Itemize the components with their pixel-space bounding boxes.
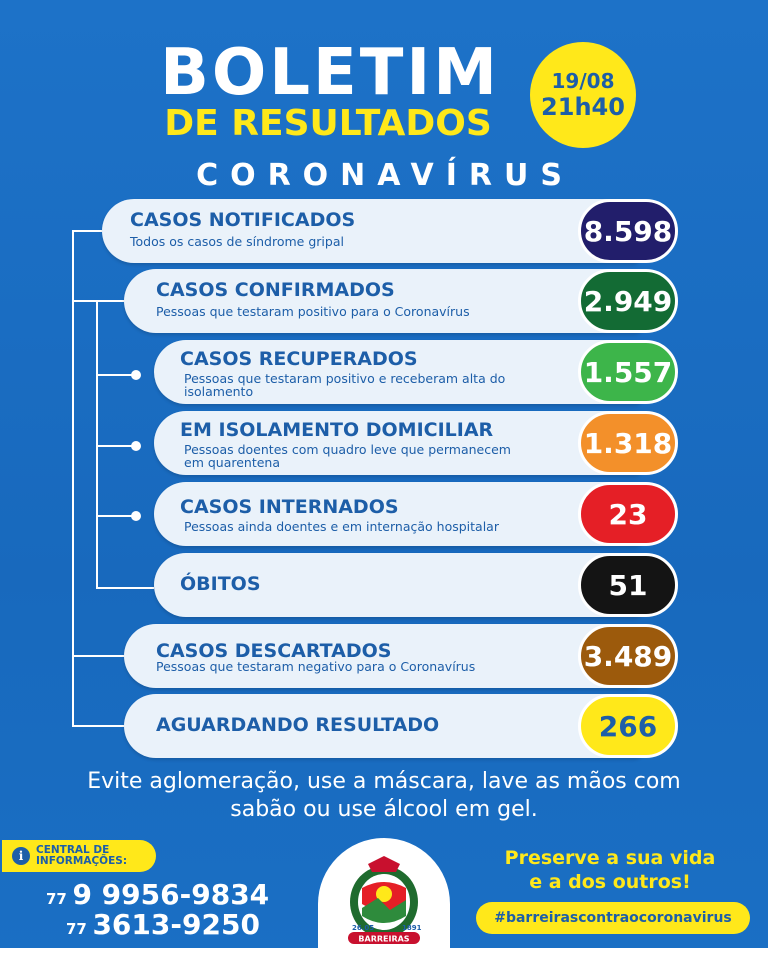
- row-description: isolamento: [184, 384, 254, 399]
- phone-number-mobile[interactable]: 77 9 9956-9834: [46, 878, 269, 911]
- row-isolamento-domiciliar: EM ISOLAMENTO DOMICILIAR Pessoas doentes…: [154, 411, 644, 475]
- row-label: CASOS RECUPERADOS: [180, 348, 418, 370]
- emblem-container: BARREIRAS 26.05 1891: [318, 838, 450, 960]
- row-description: Pessoas que testaram negativo para o Cor…: [156, 659, 476, 674]
- row-description: em quarentena: [184, 455, 281, 470]
- tree-dot: [131, 511, 141, 521]
- slogan-line: e a dos outros!: [529, 871, 691, 893]
- row-label: EM ISOLAMENTO DOMICILIAR: [180, 419, 494, 441]
- campaign-hashtag[interactable]: #barreirascontraocoronavirus: [476, 902, 750, 934]
- bulletin-subtitle: DE RESULTADOS: [164, 103, 492, 144]
- info-line: CENTRAL DE: [36, 844, 110, 856]
- tree-line-branch: [72, 655, 124, 657]
- bulletin-subject: CORONAVÍRUS: [196, 158, 574, 193]
- emblem-date-right: 1891: [402, 924, 422, 932]
- preserve-slogan: Preserve a sua vida e a dos outros!: [470, 846, 750, 894]
- row-description: Pessoas ainda doentes e em internação ho…: [184, 519, 499, 534]
- tree-line-branch: [96, 374, 136, 376]
- row-casos-descartados: CASOS DESCARTADOS Pessoas que testaram n…: [124, 624, 644, 688]
- tree-line-branch: [72, 300, 124, 302]
- phone-digits: 9 9956-9834: [72, 878, 270, 911]
- phone-number-landline[interactable]: 77 3613-9250: [66, 908, 260, 941]
- tree-line-sub: [96, 300, 98, 588]
- info-center-label: CENTRAL DE INFORMAÇÕES:: [36, 845, 127, 867]
- bulletin-time: 21h40: [541, 93, 625, 121]
- row-label: CASOS NOTIFICADOS: [130, 209, 356, 231]
- row-label: CASOS INTERNADOS: [180, 496, 399, 518]
- tree-line-branch: [96, 515, 136, 517]
- row-description: Pessoas que testaram positivo e recebera…: [184, 371, 506, 386]
- bulletin-date: 19/08: [551, 69, 615, 93]
- info-icon: i: [12, 847, 30, 865]
- value-casos-notificados: 8.598: [578, 199, 678, 263]
- row-casos-notificados: CASOS NOTIFICADOS Todos os casos de sínd…: [102, 199, 642, 263]
- prevention-advice: Evite aglomeração, use a máscara, lave a…: [20, 768, 748, 824]
- row-label: ÓBITOS: [180, 573, 261, 595]
- advice-line: sabão ou use álcool em gel.: [230, 797, 538, 822]
- value-casos-internados: 23: [578, 482, 678, 546]
- phone-area-code: 77: [66, 920, 87, 938]
- phone-digits: 3613-9250: [92, 908, 260, 941]
- tree-dot: [131, 441, 141, 451]
- tree-line-branch: [72, 725, 124, 727]
- row-aguardando-resultado: AGUARDANDO RESULTADO: [124, 694, 644, 758]
- slogan-line: Preserve a sua vida: [504, 847, 716, 869]
- tree-line-branch: [96, 587, 154, 589]
- row-label: CASOS DESCARTADOS: [156, 640, 392, 662]
- value-isolamento-domiciliar: 1.318: [578, 411, 678, 475]
- value-obitos: 51: [578, 553, 678, 617]
- bulletin-title: BOLETIM: [160, 36, 500, 110]
- row-label: CASOS CONFIRMADOS: [156, 279, 395, 301]
- phone-area-code: 77: [46, 890, 67, 908]
- barreiras-coat-of-arms-icon: BARREIRAS 26.05 1891: [348, 856, 422, 944]
- row-label: AGUARDANDO RESULTADO: [156, 714, 440, 736]
- value-aguardando-resultado: 266: [578, 694, 678, 758]
- tree-line-branch: [72, 230, 102, 232]
- date-time-badge: 19/08 21h40: [530, 42, 636, 148]
- emblem-name: BARREIRAS: [358, 935, 409, 944]
- advice-line: Evite aglomeração, use a máscara, lave a…: [87, 769, 681, 794]
- value-casos-confirmados: 2.949: [578, 269, 678, 333]
- row-obitos: ÓBITOS: [154, 553, 644, 617]
- row-casos-confirmados: CASOS CONFIRMADOS Pessoas que testaram p…: [124, 269, 644, 333]
- value-casos-recuperados: 1.557: [578, 340, 678, 404]
- row-description: Pessoas que testaram positivo para o Cor…: [156, 304, 470, 319]
- tree-line-branch: [96, 445, 136, 447]
- row-casos-internados: CASOS INTERNADOS Pessoas ainda doentes e…: [154, 482, 644, 546]
- info-line: INFORMAÇÕES:: [36, 855, 128, 867]
- value-casos-descartados: 3.489: [578, 624, 678, 688]
- row-description: Pessoas doentes com quadro leve que perm…: [184, 442, 511, 457]
- row-description: Todos os casos de síndrome gripal: [130, 234, 344, 249]
- tree-dot: [131, 370, 141, 380]
- tree-line-main: [72, 230, 74, 726]
- emblem-date-left: 26.05: [352, 924, 374, 932]
- row-casos-recuperados: CASOS RECUPERADOS Pessoas que testaram p…: [154, 340, 644, 404]
- info-center-pill: i CENTRAL DE INFORMAÇÕES:: [2, 840, 156, 872]
